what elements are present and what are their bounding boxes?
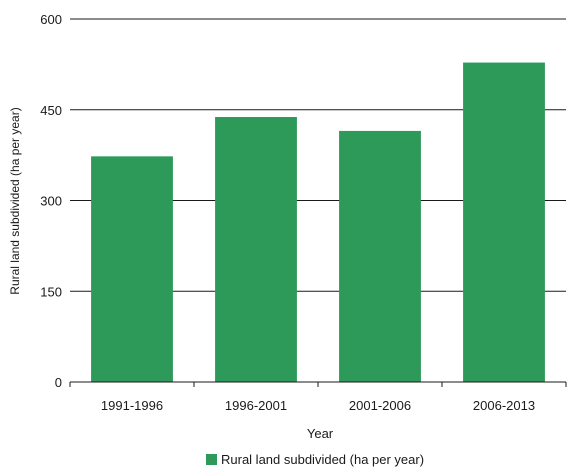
y-tick-label: 300 — [40, 194, 62, 209]
legend: Rural land subdivided (ha per year) — [206, 452, 424, 467]
bar-2001-2006 — [339, 130, 421, 382]
axes — [69, 381, 567, 387]
y-tick-labels: 0 150 300 450 600 — [40, 12, 62, 390]
x-axis-label: Year — [307, 426, 334, 441]
y-tick-label: 150 — [40, 284, 62, 299]
bar-2006-2013 — [463, 62, 545, 383]
legend-swatch — [206, 454, 217, 465]
legend-label: Rural land subdivided (ha per year) — [221, 452, 424, 467]
bar-1996-2001 — [215, 117, 297, 382]
x-tick-labels: 1991-1996 1996-2001 2001-2006 2006-2013 — [101, 398, 535, 413]
x-tick-label: 2001-2006 — [349, 398, 411, 413]
bar-1991-1996 — [91, 156, 173, 382]
bars — [91, 62, 545, 383]
y-tick-label: 0 — [55, 375, 62, 390]
y-tick-label: 600 — [40, 12, 62, 27]
x-tick-label: 2006-2013 — [473, 398, 535, 413]
y-tick-label: 450 — [40, 103, 62, 118]
y-axis-label: Rural land subdivided (ha per year) — [8, 107, 22, 294]
x-tick-label: 1996-2001 — [225, 398, 287, 413]
x-tick-label: 1991-1996 — [101, 398, 163, 413]
